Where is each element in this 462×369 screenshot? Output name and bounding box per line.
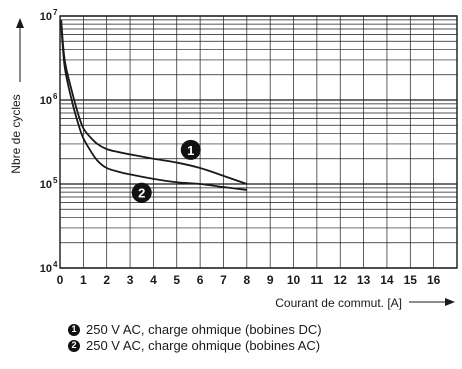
y-tick-label: 10 — [40, 95, 52, 107]
y-tick-label: 10 — [40, 11, 52, 23]
y-axis-label: Nbre de cycles — [9, 94, 23, 173]
y-tick-exponent: 4 — [53, 260, 58, 269]
y-tick-label: 10 — [40, 179, 52, 191]
x-tick-label: 8 — [243, 273, 250, 287]
x-tick-label: 13 — [357, 273, 371, 287]
x-axis-arrow — [409, 298, 455, 306]
series-2-marker-icon: 2 — [68, 339, 80, 352]
series-layer: 12 — [60, 19, 248, 203]
grid-minor — [59, 16, 458, 268]
marker-circle — [131, 182, 152, 203]
y-tick-label: 10 — [40, 263, 52, 275]
y-tick-exponent: 6 — [53, 92, 58, 101]
y-tick-exponent: 5 — [53, 176, 58, 185]
x-axis-label: Courant de commut. [A] — [275, 296, 402, 310]
x-tick-label: 6 — [197, 273, 204, 287]
x-tick-label: 5 — [173, 273, 180, 287]
x-tick-label: 1 — [80, 273, 87, 287]
x-tick-label: 15 — [404, 273, 418, 287]
legend-item-2: 2 250 V AC, charge ohmique (bobines AC) — [68, 338, 320, 353]
series-2-line — [60, 24, 247, 191]
marker-number: 2 — [138, 186, 145, 201]
series-1-marker: 1 — [180, 139, 201, 160]
series-2-marker: 2 — [131, 182, 152, 203]
marker-circle — [180, 139, 201, 160]
x-tick-label: 16 — [427, 273, 441, 287]
x-tick-label: 10 — [287, 273, 301, 287]
y-axis-arrow — [16, 18, 24, 82]
series-1-line — [60, 19, 248, 185]
grid-major — [59, 15, 458, 269]
x-tick-label: 11 — [311, 273, 324, 287]
x-tick-label: 9 — [267, 273, 274, 287]
plot-frame — [59, 15, 458, 269]
x-tick-label: 2 — [103, 273, 110, 287]
x-tick-labels: 0 1 2 3 4 5 6 7 8 9 10 11 12 13 14 15 16 — [57, 273, 441, 287]
x-tick-label: 12 — [334, 273, 348, 287]
x-tick-label: 4 — [150, 273, 157, 287]
x-tick-label: 0 — [57, 273, 64, 287]
series-1-marker-icon: 1 — [68, 323, 80, 336]
legend-item-1: 1 250 V AC, charge ohmique (bobines DC) — [68, 322, 322, 337]
y-tick-exponent: 7 — [53, 8, 58, 17]
marker-number: 1 — [187, 143, 194, 158]
x-tick-label: 7 — [220, 273, 227, 287]
x-tick-label: 3 — [127, 273, 134, 287]
legend-label-2: 250 V AC, charge ohmique (bobines AC) — [86, 338, 321, 353]
x-tick-label: 14 — [380, 273, 394, 287]
legend-label-1: 250 V AC, charge ohmique (bobines DC) — [86, 322, 322, 337]
